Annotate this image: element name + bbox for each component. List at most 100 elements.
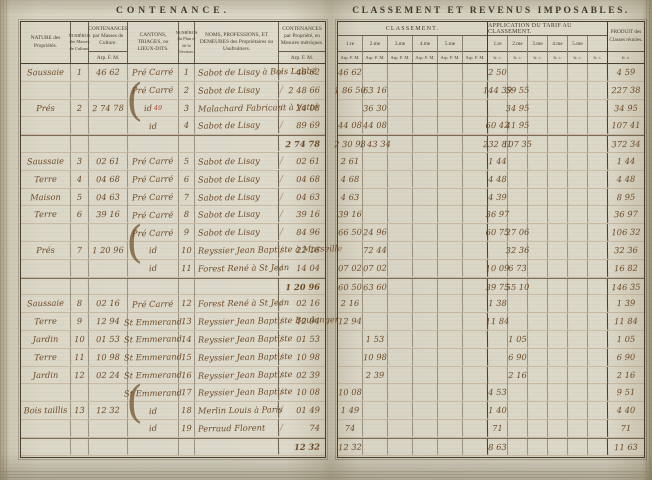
cell-tarif-1: 71 [487,419,509,437]
cell-classe-5 [437,438,464,455]
group-produit: PRODUIT des Classes réunies. fr. c. [608,22,644,63]
cell-tarif-6 [587,419,609,437]
cell-tarif-2 [507,401,529,420]
cell-classe-5 [437,206,464,224]
cell-classe-4 [412,295,439,313]
cell-contenance-masse: 02 61 [88,152,129,171]
canton-name: id [148,263,158,274]
register-row: 12 94 11 84 11 84 [337,312,644,331]
cell-tarif-3 [527,136,549,153]
cell-contenance-masse: 1 20 96 [88,241,129,260]
cell-tarif-5 [567,136,589,153]
cell-classe-2: 36 30 [362,99,389,117]
register-row: 66 50 24 96 60 75 27 06 106 32 [337,223,644,242]
register-row: Saussaie 8 02 16 Pré Carré 12 Forest René à S… [20,294,325,314]
cell-tarif-1: 4 53 [487,384,509,402]
cell-proprietaire: Reyssier Jean Baptiste [194,383,293,402]
cell-contenance-masse: 46 62 [88,63,129,82]
cell-tarif-4 [547,223,569,242]
cell-contenance-masse [88,81,129,99]
cell-classe-2 [362,384,389,402]
cell-numero-masse: 10 [70,330,90,348]
cell-classe-4 [412,259,439,277]
canton-name: id [148,245,158,256]
cell-numero-plan: 17 [178,384,196,402]
cell-classe-4 [412,81,439,99]
cell-tarif-5 [567,188,589,206]
cell-numero-plan: 18 [178,402,196,420]
cell-tarif-4 [547,348,569,366]
cell-tarif-6 [587,206,609,224]
cell-numero-masse: 12 [70,366,90,384]
canton-name: St Emmerand [123,351,183,363]
cell-contenance-masse: 10 98 [88,348,129,366]
cell-tarif-4 [547,259,569,277]
cell-nature: Terre [20,312,72,331]
register-row: 07 02 07 02 10 09 6 73 16 82 [337,259,644,278]
cell-numero-plan: 16 [178,366,196,384]
cell-classe-5 [437,241,464,259]
cell-classe-4 [412,312,439,331]
measure-label: fr. c. [588,51,607,63]
cell-classe-1 [337,366,364,384]
cell-produit: 6 90 [616,351,636,363]
cell-tarif-3 [527,419,549,437]
cell-classe-6 [462,63,489,82]
cell-tarif-1: 11 84 [486,312,509,331]
register-row: 1 53 1 05 1 05 [337,330,644,349]
cell-tarif-3 [527,348,549,366]
cell-contenance-masse [88,438,129,455]
cell-tarif-6 [587,81,609,99]
cell-canton [128,438,179,455]
measure-label: Arp. F. M. [89,51,127,63]
cell-tarif-3 [527,241,549,259]
cell-contenance-propriete: 10 08 [279,384,325,402]
cell-classe-3 [387,401,414,420]
cell-produit: 1 44 [616,156,636,167]
cell-tarif-6 [587,259,609,277]
cell-produit: 106 32 [611,227,641,238]
cell-contenance-masse [88,278,129,295]
cell-canton: id 49 [128,99,179,117]
cell-canton: id [128,241,179,259]
cell-classe-5 [437,63,464,82]
canton-name: id [143,102,152,114]
cell-canton: St Emmerand [124,348,182,366]
cell-classe-4 [412,135,439,153]
cell-classe-1 [337,99,364,117]
page-stack-edge-right [646,0,652,480]
cell-classe-4 [412,152,439,170]
cell-numero-masse: 6 [70,206,90,224]
header-noms: NOMS, PROFESSIONS, ET DEMEURES des Propr… [195,22,279,63]
measure-label: fr. c. [568,51,587,63]
cell-classe-4 [412,170,439,188]
cell-numero-plan: 13 [178,313,196,331]
cell-numero-plan: 8 [178,206,196,224]
cell-classe-2: 63 16 [362,81,389,99]
cell-tarif-1: 1 38 [487,295,509,313]
cell-contenance-propriete: 01 53 [279,331,325,349]
cell-classe-1: 1 49 [337,401,364,420]
measure-label: Arp. F. M. [279,51,325,63]
cell-produit: 1 39 [616,298,636,309]
cell-classe-3 [387,384,414,402]
measure-label: fr. c. [508,51,527,63]
ordinal-label [588,36,607,51]
cell-produit: 9 51 [616,387,636,398]
register-row: 10 98 6 90 6 90 [337,348,644,367]
cell-tarif-4 [547,401,569,420]
canton-name: id [148,120,158,131]
measure-label: Arp. F. M. [463,51,487,63]
canton-name: Pré Carré [132,156,174,167]
cell-tarif-2 [507,295,529,313]
ordinal-label: 2.me [512,40,523,47]
cell-nature: Saussaie [20,294,72,313]
cell-tarif-1: 2 50 [487,63,509,81]
cell-contenance-propriete: 04 63 [279,188,325,206]
header-nature: NATURE des Propriétés. [21,22,71,63]
cell-contenance-masse [88,259,129,277]
register-row: 4 63 4 39 8 95 [337,188,644,207]
cell-proprietaire: Sabot de Lisay [194,223,280,242]
cell-classe-4 [412,117,439,135]
